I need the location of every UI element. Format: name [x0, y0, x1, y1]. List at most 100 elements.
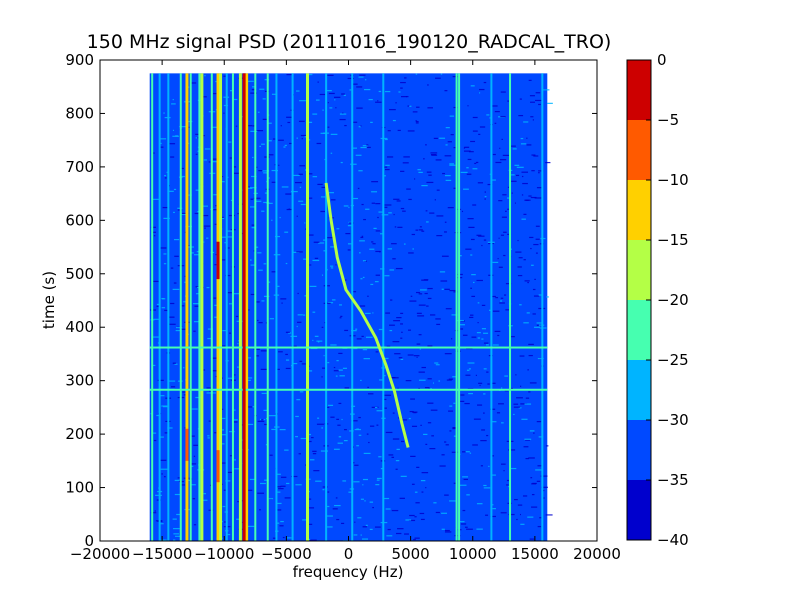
heatmap-cell — [449, 164, 456, 166]
heatmap-cell — [441, 288, 444, 290]
colorbar: −40 −35 −30 −25 −20 −15 −10 −5 0 — [626, 51, 689, 549]
heatmap-cell — [528, 354, 533, 357]
heatmap-cell — [320, 196, 328, 198]
heatmap-cell — [339, 304, 342, 306]
heatmap-cell — [202, 499, 208, 501]
heatmap-cell — [193, 330, 196, 332]
heatmap-cell — [365, 208, 370, 210]
heatmap-cell — [521, 218, 526, 220]
heatmap-cell — [343, 94, 346, 96]
heatmap-cell — [228, 332, 231, 334]
heatmap-cell — [502, 194, 507, 196]
heatmap-cell — [221, 429, 224, 431]
heatmap-cell — [407, 130, 415, 132]
heatmap-cell — [499, 302, 505, 304]
heatmap-cell — [221, 181, 225, 183]
heatmap-cell — [489, 117, 491, 119]
heatmap-cell — [414, 537, 420, 539]
heatmap-cell — [392, 341, 400, 343]
heatmap-cell — [383, 175, 386, 177]
heatmap-cell — [280, 520, 284, 523]
heatmap-cell — [271, 181, 277, 183]
heatmap-cell — [250, 293, 256, 296]
heatmap-cell — [505, 309, 511, 311]
heatmap-cell — [473, 418, 481, 420]
heatmap-cell — [486, 344, 489, 346]
heatmap-cell — [410, 398, 415, 400]
heatmap-cell — [170, 302, 175, 305]
heatmap-cell — [326, 90, 332, 92]
vertical-line — [225, 73, 228, 541]
heatmap-cell — [196, 251, 200, 253]
heatmap-cell — [173, 539, 176, 541]
heatmap-cell — [386, 535, 393, 537]
heatmap-cell — [280, 125, 282, 127]
heatmap-cell — [285, 367, 291, 370]
vertical-line — [351, 73, 354, 541]
heatmap-cell — [451, 314, 458, 316]
heatmap-cell — [415, 122, 419, 124]
heatmap-cell — [170, 156, 175, 158]
heatmap-cell — [377, 100, 379, 102]
heatmap-cell — [296, 325, 298, 328]
heatmap-cell — [297, 292, 299, 295]
heatmap-cell — [427, 297, 432, 300]
heatmap-cell — [268, 498, 274, 500]
heatmap-cell — [406, 188, 411, 190]
heatmap-cell — [452, 426, 456, 429]
heatmap-cell — [415, 73, 418, 75]
heatmap-cell — [280, 298, 287, 300]
heatmap-cell — [276, 486, 282, 488]
heatmap-cell — [351, 420, 358, 422]
heatmap-cell — [152, 364, 156, 367]
heatmap-cell — [435, 159, 442, 161]
heatmap-cell — [190, 435, 195, 437]
heatmap-cell — [259, 145, 261, 148]
heatmap-cell — [546, 296, 549, 298]
heatmap-cell — [504, 294, 507, 296]
heatmap-cell — [159, 459, 167, 461]
heatmap-cell — [521, 175, 524, 178]
heatmap-cell — [388, 212, 392, 214]
heatmap-cell — [424, 292, 428, 295]
heatmap-cell — [508, 449, 516, 451]
heatmap-cell — [327, 505, 330, 508]
heatmap-cell — [247, 80, 254, 82]
heatmap-cell — [317, 81, 319, 83]
heatmap-cell — [291, 345, 297, 347]
heatmap-cell — [523, 446, 529, 448]
heatmap-cell — [527, 516, 534, 518]
heatmap-cell — [449, 289, 456, 292]
heatmap-cell — [212, 158, 219, 160]
heatmap-cell — [466, 167, 469, 169]
heatmap-cell — [469, 316, 474, 319]
heatmap-cell — [163, 217, 170, 219]
heatmap-cell — [359, 305, 366, 307]
heatmap-cell — [211, 370, 219, 372]
heatmap-cell — [501, 138, 503, 141]
heatmap-cell — [307, 370, 313, 372]
heatmap-cell — [309, 285, 317, 288]
heatmap-cell — [207, 328, 213, 330]
heatmap-cell — [397, 129, 401, 132]
heatmap-cell — [479, 92, 481, 94]
heatmap-cell — [485, 514, 489, 516]
heatmap-cell — [202, 214, 209, 217]
vertical-line — [455, 73, 458, 541]
heatmap-cell — [408, 198, 412, 201]
heatmap-cell — [295, 436, 299, 438]
heatmap-cell — [516, 518, 518, 521]
heatmap-cell — [185, 225, 192, 228]
heatmap-cell — [167, 190, 174, 192]
heatmap-cell — [499, 147, 501, 149]
heatmap-cell — [384, 90, 391, 93]
vertical-line — [200, 73, 204, 541]
heatmap-cell — [416, 312, 422, 314]
heatmap-cell — [517, 504, 523, 506]
heatmap-cell — [378, 328, 384, 331]
heatmap-cell — [468, 368, 471, 370]
heatmap-cell — [477, 337, 481, 339]
heatmap-texture — [150, 73, 553, 541]
heatmap-cell — [444, 529, 450, 532]
heatmap-cell — [450, 134, 454, 136]
